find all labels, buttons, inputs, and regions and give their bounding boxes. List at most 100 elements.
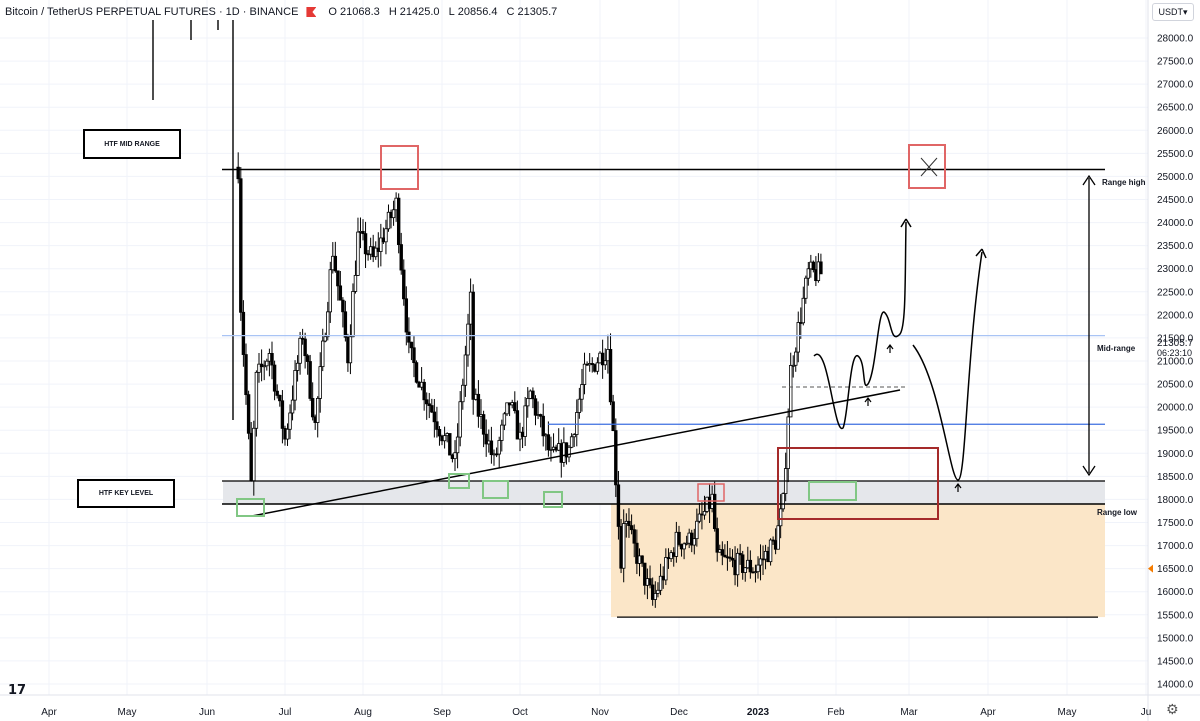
candle-body	[409, 341, 414, 349]
candle	[531, 387, 535, 409]
candle-body	[776, 525, 780, 550]
candle-body	[356, 231, 360, 276]
candle-body	[391, 209, 396, 219]
candle	[455, 423, 460, 469]
currency-dropdown[interactable]: USDT▾	[1152, 3, 1194, 21]
candle	[476, 380, 481, 428]
candle	[778, 494, 783, 539]
candle	[608, 333, 613, 406]
candle	[254, 370, 259, 437]
candle-body	[549, 449, 553, 451]
candle	[303, 332, 307, 369]
flag-icon[interactable]	[306, 7, 317, 17]
candle-body	[778, 508, 783, 527]
price-tick-label: 19500.0	[1157, 426, 1194, 437]
candle	[735, 548, 740, 587]
candle-body	[316, 398, 320, 423]
low-label: L	[448, 6, 455, 18]
htf-key-level-label: HTF KEY LEVEL	[77, 479, 175, 508]
candle	[575, 399, 579, 447]
time-tick-label: Oct	[512, 707, 528, 718]
price-tick-label: 20500.0	[1157, 380, 1194, 391]
price-marker-icon	[1148, 564, 1153, 573]
candle	[310, 382, 315, 421]
candle-body	[606, 349, 610, 362]
candle-body	[515, 410, 520, 440]
price-tick-label: 15000.0	[1157, 633, 1194, 644]
candle	[437, 426, 442, 446]
candle-body	[677, 531, 681, 545]
candle	[489, 426, 494, 464]
candle-body	[811, 261, 816, 271]
candle-body	[743, 567, 747, 573]
candle	[427, 392, 431, 419]
candle	[290, 385, 295, 421]
candle	[538, 413, 543, 428]
candle-body	[407, 331, 411, 343]
time-tick-label: Jun	[199, 707, 215, 718]
candle	[402, 259, 406, 306]
candle	[356, 217, 360, 276]
currency-label: USDT	[1158, 7, 1183, 17]
candle-body	[640, 555, 644, 564]
high-label: H	[388, 6, 397, 18]
candle-body	[241, 311, 246, 355]
chart-drawings	[222, 144, 1105, 618]
candle	[481, 410, 486, 448]
candle-body	[463, 354, 468, 386]
candle	[414, 360, 419, 384]
cross-icon	[920, 157, 938, 177]
candle-body	[298, 337, 302, 364]
candle	[712, 481, 717, 532]
htf-mid-range-label: HTF MID RANGE	[83, 129, 181, 159]
candle-body	[328, 269, 332, 313]
candle-body	[756, 564, 760, 573]
time-tick-label: 2023	[747, 707, 770, 718]
candle	[386, 204, 391, 232]
candle-body	[502, 413, 507, 426]
candle-body	[819, 261, 823, 275]
candle-body	[533, 398, 538, 416]
tradingview-logo-icon[interactable]: 𝟭𝟳	[8, 682, 27, 697]
candle	[758, 544, 763, 581]
candle-body	[453, 452, 457, 460]
candle-body	[611, 401, 615, 432]
price-tick-label: 14000.0	[1157, 680, 1194, 691]
candle-body	[471, 291, 475, 400]
candle	[259, 349, 264, 382]
candle	[741, 550, 745, 580]
open-value: 21068.3	[339, 6, 380, 18]
green-box	[808, 481, 857, 501]
top-red-box	[380, 145, 419, 190]
candle-body	[265, 360, 269, 367]
candle	[318, 352, 322, 413]
candle	[582, 352, 587, 395]
green-box	[448, 473, 470, 489]
price-axis: 28000.0 27500.0 27000.0 26500.0 26000.0 25500…	[1147, 0, 1194, 721]
candle-body	[414, 362, 419, 383]
arrow-up-icon	[900, 218, 912, 228]
candle	[728, 547, 732, 562]
price-tick-label: 19000.0	[1157, 449, 1194, 460]
candle-body	[435, 421, 439, 430]
candle-body	[608, 349, 613, 403]
candle-body	[341, 299, 345, 313]
candle	[695, 508, 699, 547]
candle-body	[624, 520, 629, 524]
chart-zones	[223, 480, 1105, 618]
candle-body	[427, 403, 431, 406]
candle	[505, 402, 509, 416]
htf-mid-range-text: HTF MID RANGE	[104, 140, 160, 148]
price-tick-label: 25000.0	[1157, 172, 1194, 183]
orange-demand-zone	[611, 504, 1105, 618]
candle-body	[489, 440, 494, 456]
candle	[590, 357, 594, 373]
last-price-label: 21305.7	[1157, 338, 1194, 349]
candle	[262, 360, 266, 381]
symbol-title[interactable]: Bitcoin / TetherUS PERPETUAL FUTURES · 1…	[5, 6, 299, 18]
gear-icon[interactable]: ⚙	[1166, 701, 1179, 717]
projection-path-1	[813, 221, 907, 429]
time-tick-label: May	[1058, 707, 1077, 718]
candle	[523, 397, 527, 446]
